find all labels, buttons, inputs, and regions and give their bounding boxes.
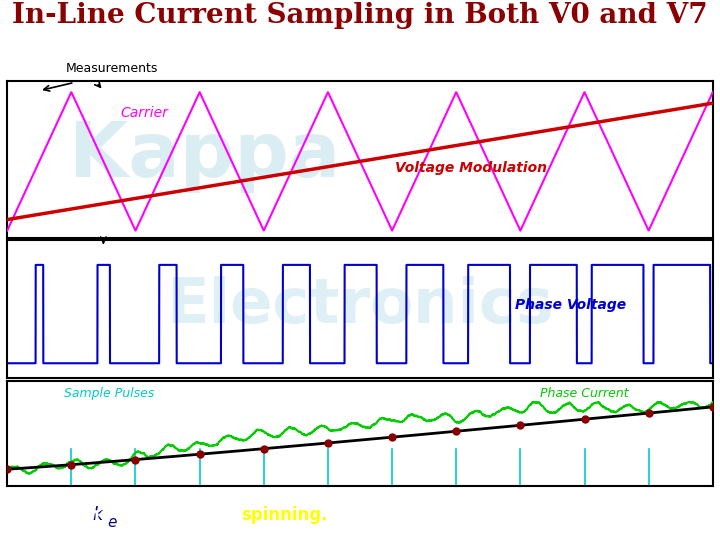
Text: e: e <box>107 515 117 530</box>
Text: Phase Current: Phase Current <box>539 387 628 400</box>
Text: Measurements: Measurements <box>66 62 158 75</box>
Text: Electronics: Electronics <box>166 276 554 336</box>
Text: spinning.: spinning. <box>241 506 328 524</box>
Text: Kappa: Kappa <box>69 119 341 193</box>
Text: Carrier: Carrier <box>120 106 168 120</box>
Text: Sample Pulses: Sample Pulses <box>63 387 154 400</box>
Text: Keeping your motors: Keeping your motors <box>35 506 238 524</box>
Text: Dave Wilson: Dave Wilson <box>585 508 691 522</box>
Text: k: k <box>92 506 102 524</box>
Text: Voltage Modulation: Voltage Modulation <box>395 161 547 176</box>
Text: Phase Voltage: Phase Voltage <box>516 298 626 312</box>
Text: In-Line Current Sampling in Both V0 and V7: In-Line Current Sampling in Both V0 and … <box>12 2 708 29</box>
